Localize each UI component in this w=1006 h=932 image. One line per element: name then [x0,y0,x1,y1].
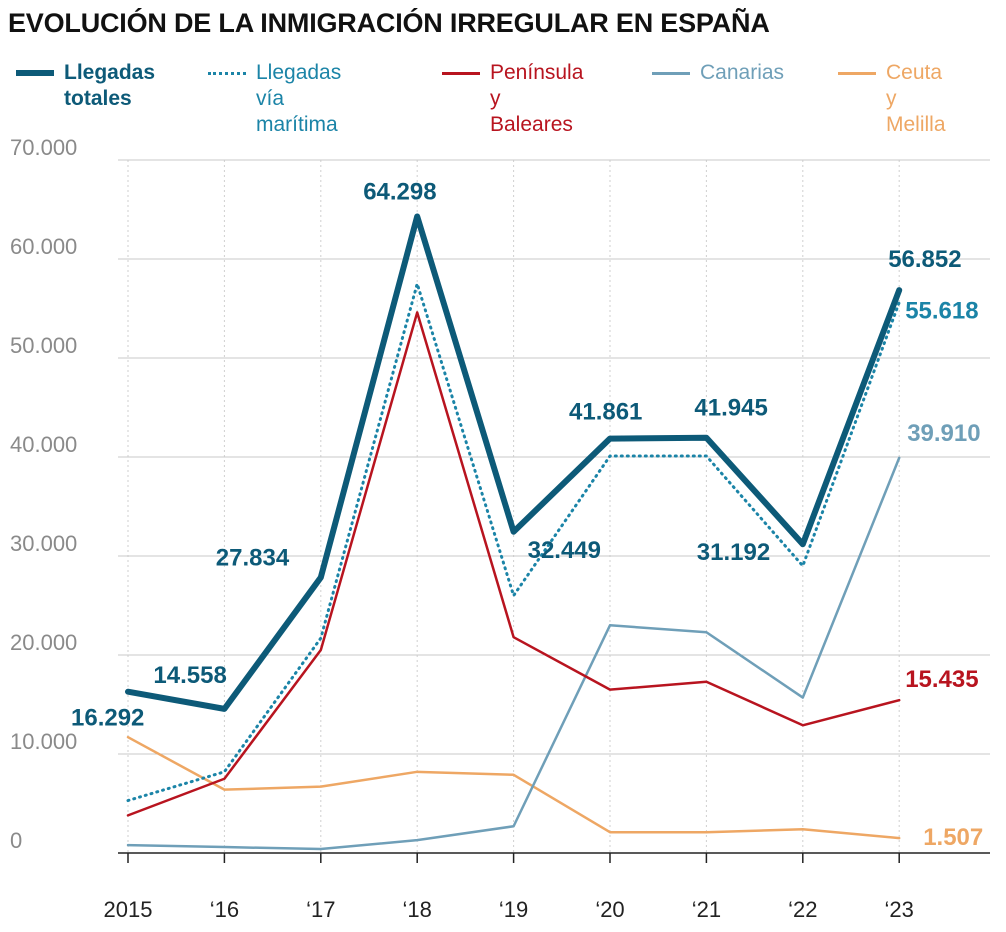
legend-swatch-ceuta-melilla [838,72,876,75]
x-tick-label: ‘18 [403,897,432,922]
y-tick-label: 40.000 [10,432,77,457]
series-line-llegadas-via-maritima [126,282,901,803]
x-tick-label: ‘19 [499,897,528,922]
legend-swatch-peninsula-baleares [442,72,480,75]
x-tick-label: ‘17 [306,897,335,922]
y-tick-label: 70.000 [10,135,77,160]
legend-label-llegadas-via-maritima: Llegadas vía marítima [256,61,342,136]
series-line-canarias [126,456,901,851]
legend-swatch-llegadas-totales [16,70,54,76]
x-tick-label: ‘23 [885,897,914,922]
data-label: 16.292 [71,705,144,732]
legend-label-peninsula-baleares: Península y Baleares [490,61,584,136]
data-label: 64.298 [363,178,436,205]
data-label: 55.618 [905,297,978,324]
y-tick-label: 60.000 [10,234,77,259]
x-tick-label: ‘21 [692,897,721,922]
legend-label-canarias: Canarias [700,61,785,84]
y-tick-label: 10.000 [10,729,77,754]
x-tick-label: ‘20 [595,897,624,922]
x-tick-label: 2015 [104,897,153,922]
y-tick-label: 20.000 [10,630,77,655]
data-label: 14.558 [153,662,226,689]
legend-swatch-canarias [652,72,690,75]
data-label: 32.449 [528,537,601,564]
series-line-ceuta-y-melilla [126,735,901,840]
y-tick-label: 30.000 [10,531,77,556]
data-label: 56.852 [888,246,961,273]
data-label: 31.192 [697,539,770,566]
x-tick-label: ‘22 [788,897,817,922]
data-label: 27.834 [216,544,290,571]
legend-swatch-llegadas-via-maritima [208,72,246,75]
series-line-llegadas-totales [125,213,903,712]
data-label: 41.861 [569,399,642,426]
legend-label-llegadas-totales: Llegadas totales [64,61,156,110]
data-label: 15.435 [905,666,978,693]
y-tick-label: 50.000 [10,333,77,358]
legend-label-ceuta-melilla: Ceuta y Melilla [886,61,946,136]
data-label: 1.507 [923,824,983,851]
x-tick-label: ‘16 [210,897,239,922]
y-tick-label: 0 [10,828,22,853]
data-label: 39.910 [907,420,980,447]
series-line-peninsula-y-baleares [126,311,901,817]
chart-title: EVOLUCIÓN DE LA INMIGRACIÓN IRREGULAR EN… [8,8,770,38]
data-label: 41.945 [694,395,767,422]
